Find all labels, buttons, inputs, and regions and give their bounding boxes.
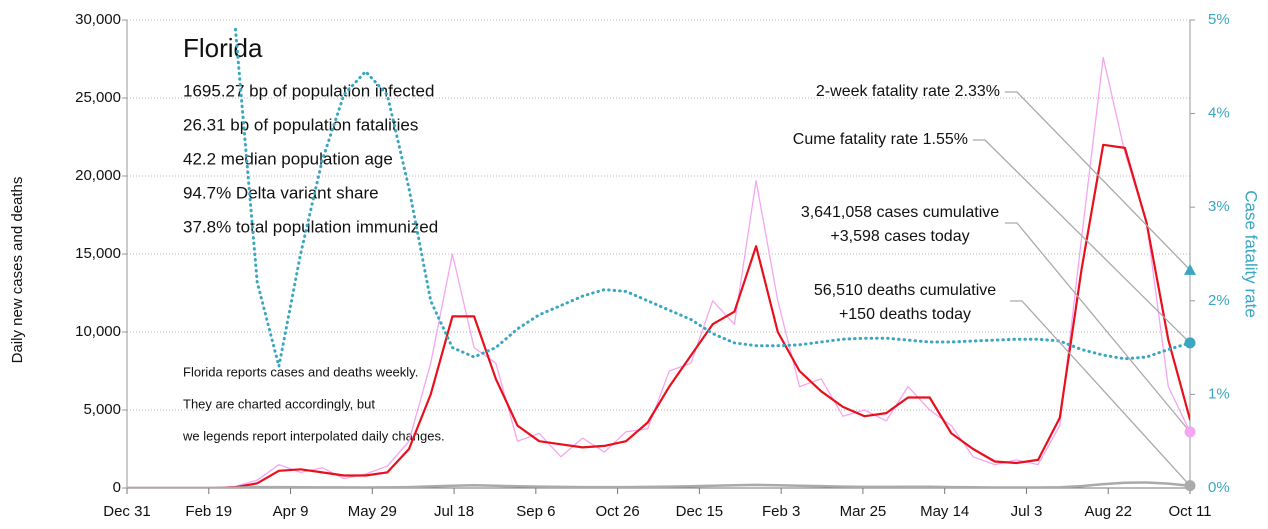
series-line [127,143,1190,488]
series-line [127,56,1190,488]
end-marker [1184,426,1196,438]
annotation: 56,510 deaths cumulative [814,282,996,299]
y-tick-label: 25,000 [75,89,121,106]
plot-area [127,27,1190,488]
x-tick-label: Oct 11 [1168,503,1211,520]
y2-tick-label: 1% [1208,385,1230,402]
y-axis-label: Daily new cases and deaths [9,177,26,364]
stat-line: 42.2 median population age [183,149,393,168]
connector [973,139,1191,344]
series-line [127,481,1190,488]
note-line: we legends report interpolated daily cha… [182,428,445,443]
note-line: They are charted accordingly, but [183,396,375,411]
y2-tick-label: 2% [1208,292,1230,309]
end-marker [1184,263,1196,275]
x-tick-label: Feb 19 [185,503,232,520]
note-line: Florida reports cases and deaths weekly. [183,364,418,379]
y2-axis-label: Case fatality rate [1242,190,1261,318]
y2-tick-label: 0% [1208,479,1230,496]
annotation: 2-week fatality rate 2.33% [816,83,1000,100]
x-tick-label: May 14 [920,503,969,520]
series-line [234,27,1190,368]
connector [1010,300,1191,487]
x-tick-label: Oct 26 [596,503,640,520]
connector [1005,91,1191,271]
x-tick-label: Dec 31 [103,503,151,520]
y2-tick-label: 5% [1208,11,1230,28]
x-tick-label: May 29 [348,503,397,520]
end-marker [1184,480,1196,492]
annotation: 3,641,058 cases cumulative [801,204,999,221]
stat-line: 26.31 bp of population fatalities [183,115,418,134]
stat-line: 37.8% total population immunized [183,217,438,236]
annotation: +150 deaths today [839,306,971,323]
y-tick-label: 20,000 [75,167,121,184]
x-tick-label: Feb 3 [762,503,800,520]
end-marker [1184,337,1196,349]
y-tick-label: 5,000 [83,401,121,418]
y2-tick-label: 3% [1208,198,1230,215]
x-tick-label: Mar 25 [840,503,887,520]
x-tick-label: Apr 9 [273,503,309,520]
x-tick-label: Sep 6 [516,503,555,520]
y-tick-label: 10,000 [75,323,121,340]
x-tick-label: Jul 3 [1011,503,1043,520]
y-tick-label: 30,000 [75,11,121,28]
y-tick-label: 0 [113,479,121,496]
y2-tick-label: 4% [1208,105,1230,122]
chart-title: Florida [183,33,263,63]
annotation: Cume fatality rate 1.55% [793,131,968,148]
x-tick-label: Jul 18 [434,503,474,520]
x-tick-label: Dec 15 [676,503,724,520]
stat-line: 94.7% Delta variant share [183,183,379,202]
stat-line: 1695.27 bp of population infected [183,81,434,100]
x-tick-label: Aug 22 [1084,503,1132,520]
annotation: +3,598 cases today [830,228,969,245]
connector [1005,222,1191,433]
y-tick-label: 15,000 [75,245,121,262]
